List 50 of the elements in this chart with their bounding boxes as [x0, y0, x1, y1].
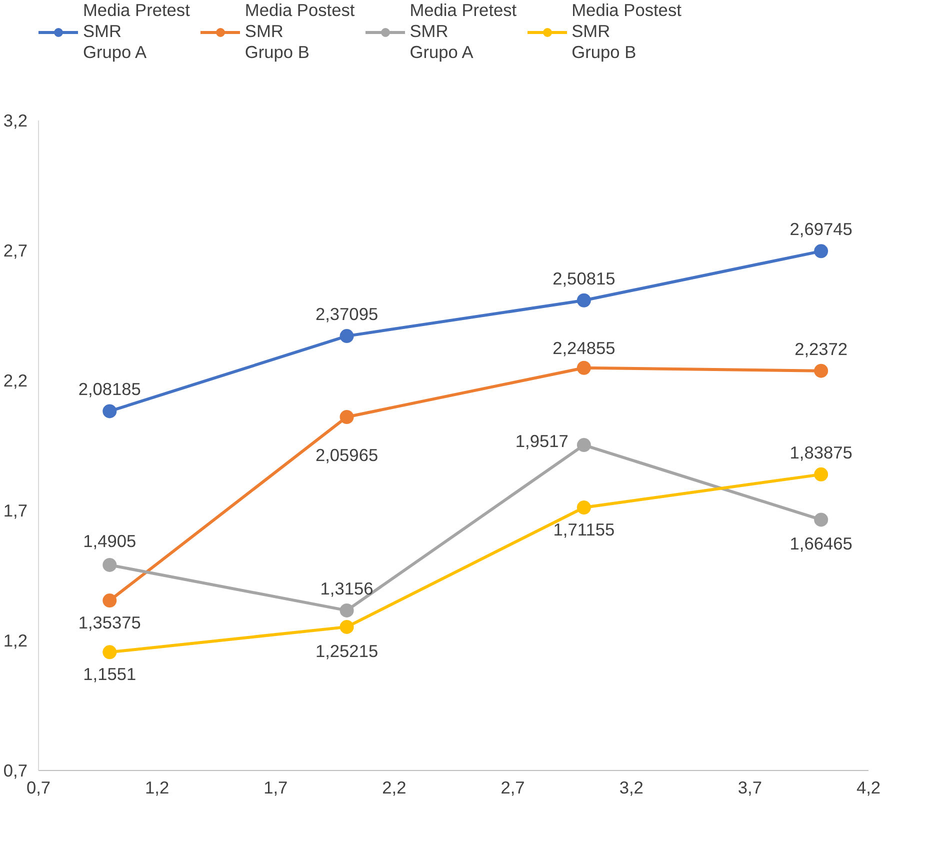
data-label: 1,9517: [515, 431, 568, 452]
x-tick-label: 3,7: [738, 778, 762, 798]
data-label: 1,3156: [320, 578, 374, 598]
point: [340, 620, 354, 634]
point: [102, 645, 117, 660]
x-tick-label: 2,2: [382, 778, 406, 798]
point: [576, 500, 591, 514]
x-tick-label: 0,7: [26, 778, 51, 798]
legend-label: Media Pretest SMR Grupo A: [83, 0, 190, 63]
point: [102, 404, 117, 418]
x-tick-label: 3,2: [619, 778, 644, 798]
data-label: 1,71155: [553, 519, 615, 540]
data-label: 2,37095: [315, 304, 378, 324]
point: [576, 438, 591, 452]
point: [814, 244, 828, 258]
y-tick-label: 3,2: [3, 110, 28, 130]
point: [814, 467, 828, 482]
y-tick-label: 2,2: [3, 370, 28, 390]
point: [340, 410, 354, 424]
data-label: 2,69745: [790, 219, 852, 240]
data-label: 1,83875: [790, 442, 852, 462]
data-label: 2,05965: [315, 444, 378, 465]
data-label: 2,50815: [552, 268, 616, 288]
point: [576, 360, 591, 375]
point: [102, 558, 117, 572]
data-label: 2,08185: [78, 379, 141, 400]
data-label: 1,66465: [790, 534, 852, 554]
data-label: 2,24855: [552, 338, 616, 358]
x-tick-label: 4,2: [856, 778, 881, 798]
y-tick-label: 2,7: [3, 240, 28, 260]
data-label: 1,1551: [83, 664, 136, 684]
y-tick-label: 0,7: [3, 760, 28, 780]
data-label: 1,35375: [78, 612, 141, 633]
legend-label: Media Pretest SMR Grupo A: [410, 0, 517, 63]
point: [814, 512, 828, 527]
x-tick-label: 2,7: [500, 778, 525, 798]
y-tick-label: 1,2: [3, 630, 28, 650]
data-label: 1,4905: [83, 530, 136, 551]
legend-label: Media Postest SMR Grupo B: [244, 0, 355, 63]
legend-label: Media Postest SMR Grupo B: [572, 0, 682, 63]
data-label: 2,2372: [794, 338, 848, 359]
y-tick-label: 1,7: [3, 500, 28, 520]
point: [576, 293, 591, 308]
point: [340, 329, 354, 344]
data-label: 1,25215: [315, 640, 378, 661]
point: [102, 594, 117, 608]
point: [814, 364, 828, 378]
point: [340, 603, 354, 618]
x-tick-label: 1,7: [264, 778, 288, 798]
x-tick-label: 1,2: [145, 778, 170, 798]
